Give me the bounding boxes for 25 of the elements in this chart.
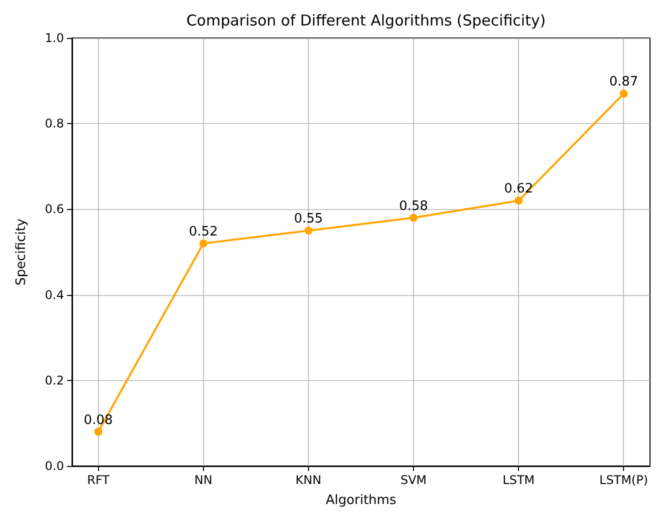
point xyxy=(514,196,523,205)
x-tick-label: KNN xyxy=(296,473,322,487)
y-axis-title: Specificity xyxy=(14,218,29,286)
y-tick-label: 0.6 xyxy=(44,202,64,216)
x-tick-label: LSTM(P) xyxy=(599,473,648,487)
point xyxy=(304,226,312,235)
y-tick-label: 0.0 xyxy=(44,459,64,473)
y-tick-label: 0.4 xyxy=(44,288,64,302)
data-label: 0.58 xyxy=(399,198,428,214)
x-tick-label: SVM xyxy=(400,473,427,487)
point xyxy=(199,239,208,248)
y-tick-label: 0.8 xyxy=(44,116,64,131)
data-label: 0.52 xyxy=(188,224,218,240)
y-tick-label: 1.0 xyxy=(44,31,64,45)
chart-title: Comparison of Different Algorithms (Specificity) xyxy=(186,12,546,30)
point xyxy=(620,90,628,98)
point xyxy=(410,214,418,222)
x-axis-title: Algorithms xyxy=(326,493,396,508)
data-label: 0.87 xyxy=(609,74,638,90)
x-tick-label: NN xyxy=(194,473,212,487)
y-tick-label: 0.2 xyxy=(44,373,64,388)
x-tick-label: RFT xyxy=(87,473,110,487)
point xyxy=(94,428,102,436)
x-tick-label: LSTM xyxy=(502,473,535,487)
data-label: 0.55 xyxy=(294,212,323,227)
